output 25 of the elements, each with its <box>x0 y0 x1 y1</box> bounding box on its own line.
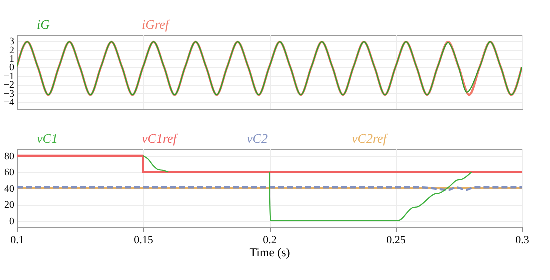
x-tick-label: 0.3 <box>516 234 530 246</box>
x-axis-title: Time (s) <box>250 246 290 260</box>
y-tick-label: −2 <box>4 80 14 92</box>
x-tick-label: 0.1 <box>10 234 24 246</box>
y-tick-label: 2 <box>10 45 14 56</box>
y-tick-label: 60 <box>4 168 14 179</box>
x-tick-label: 0.15 <box>134 234 154 246</box>
text: vC2 <box>247 131 268 146</box>
y-tick-label: 40 <box>4 184 14 195</box>
y-tick-label: −3 <box>4 88 14 100</box>
y-tick-label: 3 <box>10 36 14 48</box>
series-label: iGref <box>142 17 172 32</box>
x-tick-label: 0.2 <box>263 234 277 246</box>
y-tick-label: −1 <box>4 71 14 82</box>
y-tick-label: 0 <box>10 216 14 228</box>
x-tick-label: 0.25 <box>386 234 406 246</box>
series-label: iG <box>37 17 51 32</box>
y-tick-label: 1 <box>10 54 14 66</box>
text: vC1 <box>37 131 58 146</box>
y-tick-label: −4 <box>4 98 14 109</box>
y-tick-label: 80 <box>4 151 14 162</box>
y-tick-label: 0 <box>10 62 14 74</box>
series-label: vC1ref <box>142 131 180 146</box>
y-tick-label: 20 <box>4 200 14 212</box>
text: vC2ref <box>352 131 390 146</box>
